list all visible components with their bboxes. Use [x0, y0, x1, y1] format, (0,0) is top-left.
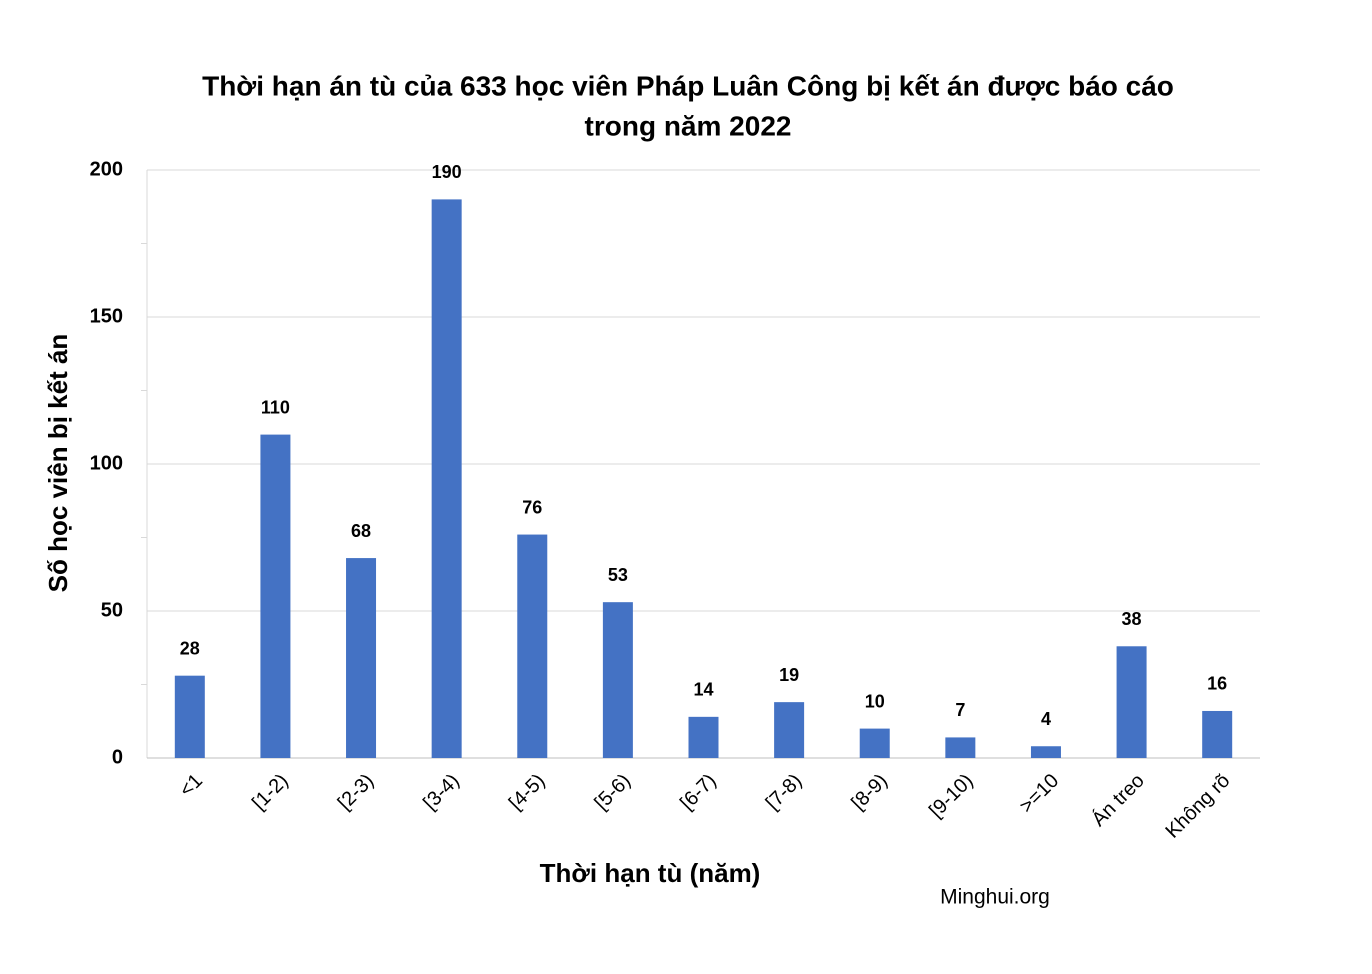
- bar: [346, 558, 377, 758]
- y-tick-label: 50: [101, 599, 123, 621]
- x-axis-title: Thời hạn tù (năm): [540, 858, 761, 888]
- x-tick-label: [4-5): [505, 770, 550, 815]
- value-label: 7: [955, 700, 965, 720]
- x-tick-label: Án treo: [1087, 769, 1149, 831]
- x-tick-label: [6-7): [676, 770, 721, 815]
- source-note: Minghui.org: [940, 886, 1050, 909]
- bar: [1030, 746, 1061, 758]
- bar: [774, 702, 805, 758]
- value-label: 68: [351, 521, 371, 541]
- value-label: 16: [1207, 674, 1227, 694]
- x-tick-label: <1: [175, 770, 207, 802]
- y-tick-label: 150: [90, 305, 123, 327]
- value-label: 190: [432, 162, 462, 182]
- chart-title: Thời hạn án tù của 633 học viên Pháp Luâ…: [202, 70, 1174, 101]
- bar: [1116, 646, 1147, 758]
- x-tick-label: [2-3): [334, 770, 379, 815]
- x-tick-label: Không rõ: [1162, 770, 1235, 843]
- value-label: 110: [261, 397, 290, 417]
- x-tick-label: [7-8): [762, 770, 807, 815]
- x-tick-label: >=10: [1015, 770, 1063, 818]
- x-tick-label: [1-2): [248, 770, 293, 815]
- chart-title: trong năm 2022: [585, 110, 792, 141]
- bar: [431, 199, 462, 758]
- y-tick-label: 100: [90, 452, 123, 474]
- value-label: 38: [1122, 609, 1142, 629]
- value-label: 28: [180, 638, 200, 658]
- bar: [260, 434, 291, 758]
- bar: [859, 728, 890, 758]
- value-label: 19: [779, 665, 799, 685]
- x-tick-label: [5-6): [591, 770, 636, 815]
- y-tick-label: 200: [90, 158, 123, 180]
- bar: [1202, 710, 1233, 758]
- bar: [945, 737, 976, 758]
- x-tick-label: [9-10): [925, 770, 978, 823]
- value-label: 53: [608, 565, 628, 585]
- y-tick-label: 0: [112, 746, 123, 768]
- value-label: 76: [522, 497, 542, 517]
- value-label: 14: [693, 680, 713, 700]
- x-tick-label: [8-9): [847, 770, 892, 815]
- bar: [517, 534, 548, 758]
- bar: [602, 602, 633, 758]
- bar: [688, 716, 719, 758]
- y-axis-title: Số học viên bị kết án: [43, 334, 73, 593]
- value-label: 10: [865, 691, 885, 711]
- x-tick-label: [3-4): [419, 770, 464, 815]
- value-label: 4: [1041, 709, 1051, 729]
- bar: [174, 675, 205, 758]
